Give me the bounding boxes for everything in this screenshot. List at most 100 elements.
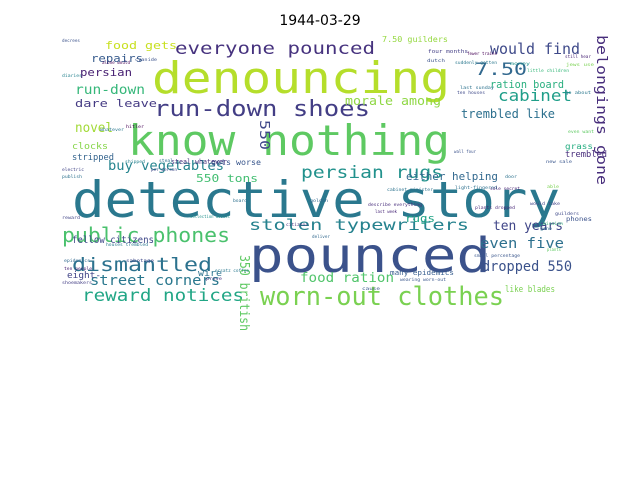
cloud-word: worn-out clothes [260,282,504,312]
cloud-word: trembled like [461,107,555,121]
cloud-word: board [233,198,248,203]
cloud-word: like blades [505,285,555,295]
cloud-word: still hear [565,54,592,59]
cloud-word: dare leave [75,97,157,110]
cloud-word: know nothing [128,116,450,165]
cloud-word: eight- [67,271,101,281]
cloud-word: cause [362,286,381,291]
cloud-word: jews use [566,62,595,67]
cloud-word: guilders [555,211,580,216]
cloud-word: wire [198,269,222,279]
cloud-word: grass [565,142,593,151]
cloud-word: per person [151,167,178,172]
cloud-word: either helping [406,170,498,183]
cloud-word: 550 tons [196,172,258,185]
cloud-word: wearing worn-out [400,277,447,282]
cloud-word: gone [540,226,553,231]
cloud-word: last sunday [460,85,495,90]
cloud-word: steal whatever [171,158,227,166]
cloud-word: pounced [249,228,491,284]
cloud-word: sabotage [126,258,155,263]
cloud-word: plants [547,247,562,252]
cloud-word: rugs [405,212,435,225]
cloud-word: run-down [75,83,145,98]
cloud-word: everyone pounced [175,39,375,59]
cloud-word: reward [62,215,81,220]
cloud-word: cabinet minister [387,187,434,192]
cloud-word: houses trembled [106,242,149,247]
cloud-word: stripped [72,153,114,163]
cloud-word: ten years [493,219,563,234]
cloud-word: 550 [256,120,271,150]
cloud-word: phones [566,216,592,223]
cloud-word: new sale [546,159,573,164]
cloud-word: steal [159,158,174,163]
cloud-word: would take [530,201,561,206]
cloud-word: ten houses [457,90,486,95]
cloud-word: golden [310,198,329,203]
cloud-word: epidemics [64,258,91,263]
cloud-word: suddenly gotten [455,60,498,65]
cloud-word: fewer trains [467,51,498,56]
cloud-word: mission [543,221,564,226]
cloud-word: dutch [427,58,446,63]
cloud-word: shoemakers [62,280,93,285]
cloud-word: persian rugs [301,163,443,183]
cloud-word: street corners [90,273,220,289]
cloud-word: reward notices [82,286,244,306]
cloud-word: electric [62,167,85,172]
cloud-word: persian [80,66,132,79]
cloud-word: plants dropped [475,205,516,210]
cloud-word: able [547,184,560,189]
cloud-word: run-down shoes [154,97,370,122]
cloud-word: 7.50 [475,60,527,80]
cloud-word: dismantled [72,254,212,276]
cloud-word: novel [75,121,113,136]
cloud-word: cyanide [135,57,158,62]
cloud-word: stolen typewriters [249,216,469,234]
cloud-word: describe everything [368,202,423,207]
cloud-word: many epidemics [390,269,454,277]
cloud-word: little children [527,68,570,73]
cloud-word: prove [206,276,223,281]
cloud-word: buy vegetables [108,159,224,174]
cloud-word: collection assist [190,214,231,219]
cloud-word: go about [565,90,592,95]
cloud-word: morale among [345,94,441,108]
cloud-word: belongings gone [593,35,609,185]
cloud-word: food ration [300,271,394,286]
cloud-title: 1944-03-29 [279,13,361,29]
cloud-word: shipped [125,159,146,164]
cloud-word: dropped 550 [482,259,572,275]
cloud-word: deliver [312,234,331,239]
cloud-word: trembled [565,150,607,160]
cloud-word: clocks [72,142,108,152]
cloud-word: small percentage [474,253,521,258]
cloud-word: ersatz coffee [215,268,250,273]
cloud-word: diaries [62,73,83,78]
cloud-word: ten people [64,266,93,271]
cloud-word: even five [480,236,564,252]
cloud-word: food gets [105,39,177,52]
cloud-word: public phones [62,223,230,247]
cloud-word: money [510,61,531,66]
cloud-word: whatever [100,127,125,132]
cloud-word: gets worse [211,158,261,167]
cloud-word: denouncing [152,53,450,104]
cloud-word: alone would [102,60,131,65]
cloud-word: wall four [454,149,477,154]
cloud-word: sole secret [490,186,521,191]
cloud-word: decrees [62,38,81,43]
cloud-word: door [505,174,518,179]
cloud-word: publish [62,174,83,179]
cloud-word: 7.50 guilders [382,35,448,44]
cloud-word: 350 british [236,255,251,331]
cloud-word: ration board [490,78,564,91]
cloud-word: light-fingered [455,185,498,190]
cloud-word: repairs [91,52,143,65]
cloud-word: cabinet [498,86,572,105]
cloud-word: last week [375,209,398,214]
cloud-word: would find [490,40,580,58]
cloud-word: citizens [286,222,309,227]
